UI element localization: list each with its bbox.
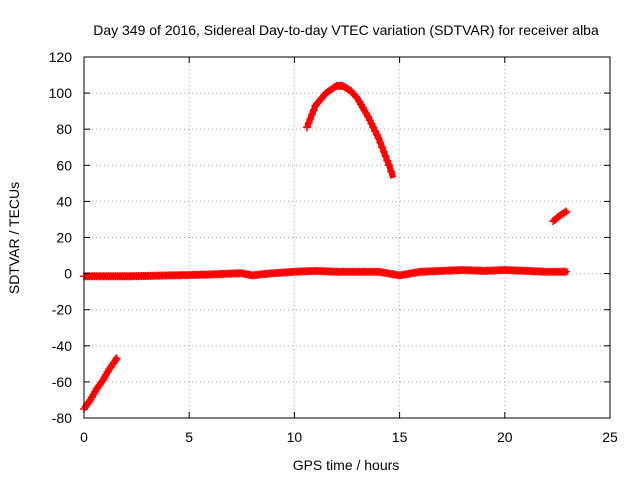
data-point-marker — [304, 119, 313, 128]
data-point-marker — [376, 138, 385, 147]
data-point-marker — [309, 106, 318, 115]
data-series — [80, 81, 571, 413]
data-point-marker — [111, 356, 120, 365]
data-point-marker — [303, 123, 312, 132]
y-tick-label: 40 — [56, 193, 72, 209]
data-point-marker — [306, 114, 315, 123]
data-point-marker — [562, 207, 571, 216]
data-point-marker — [367, 119, 376, 128]
series-arc — [303, 81, 397, 179]
data-point-marker — [372, 130, 381, 139]
x-tick-label: 15 — [392, 429, 408, 445]
series-late-pass — [549, 207, 571, 226]
data-point-marker — [369, 123, 378, 132]
data-point-marker — [378, 143, 387, 152]
series-early-pass — [80, 354, 121, 413]
data-point-marker — [560, 208, 569, 217]
x-tick-labels: 0 5 10 15 20 25 — [80, 429, 618, 445]
chart-title: Day 349 of 2016, Sidereal Day-to-day VTE… — [93, 22, 599, 38]
y-tick-label: 60 — [56, 157, 72, 173]
data-point-marker — [365, 116, 374, 125]
data-point-marker — [364, 112, 373, 121]
data-point-marker — [387, 167, 396, 176]
axis-ticks — [83, 56, 611, 419]
y-tick-label: 80 — [56, 121, 72, 137]
x-axis-label: GPS time / hours — [293, 457, 400, 473]
data-point-marker — [112, 354, 121, 363]
data-point-marker — [385, 161, 394, 170]
series-baseline — [80, 265, 571, 281]
y-tick-labels: -80 -60 -40 -20 0 20 40 60 80 100 120 — [49, 49, 73, 426]
data-point-marker — [562, 267, 571, 276]
data-point-marker — [371, 127, 380, 136]
data-point-marker — [379, 147, 388, 156]
y-tick-label: 100 — [49, 85, 73, 101]
y-tick-label: 20 — [56, 230, 72, 246]
y-tick-label: 120 — [49, 49, 73, 65]
grid-lines — [84, 57, 610, 418]
y-tick-label: -60 — [52, 374, 72, 390]
data-point-marker — [374, 134, 383, 143]
data-point-marker — [381, 152, 390, 161]
y-tick-label: 0 — [64, 266, 72, 282]
x-tick-label: 25 — [602, 429, 618, 445]
x-tick-label: 10 — [287, 429, 303, 445]
x-tick-label: 20 — [497, 429, 513, 445]
x-tick-label: 0 — [80, 429, 88, 445]
y-tick-label: -80 — [52, 410, 72, 426]
y-tick-label: -40 — [52, 338, 72, 354]
data-point-marker — [383, 156, 392, 165]
y-tick-label: -20 — [52, 302, 72, 318]
data-point-marker — [351, 92, 360, 101]
x-tick-label: 5 — [185, 429, 193, 445]
data-point-marker — [308, 110, 317, 119]
y-axis-label: SDTVAR / TECUs — [6, 182, 22, 294]
